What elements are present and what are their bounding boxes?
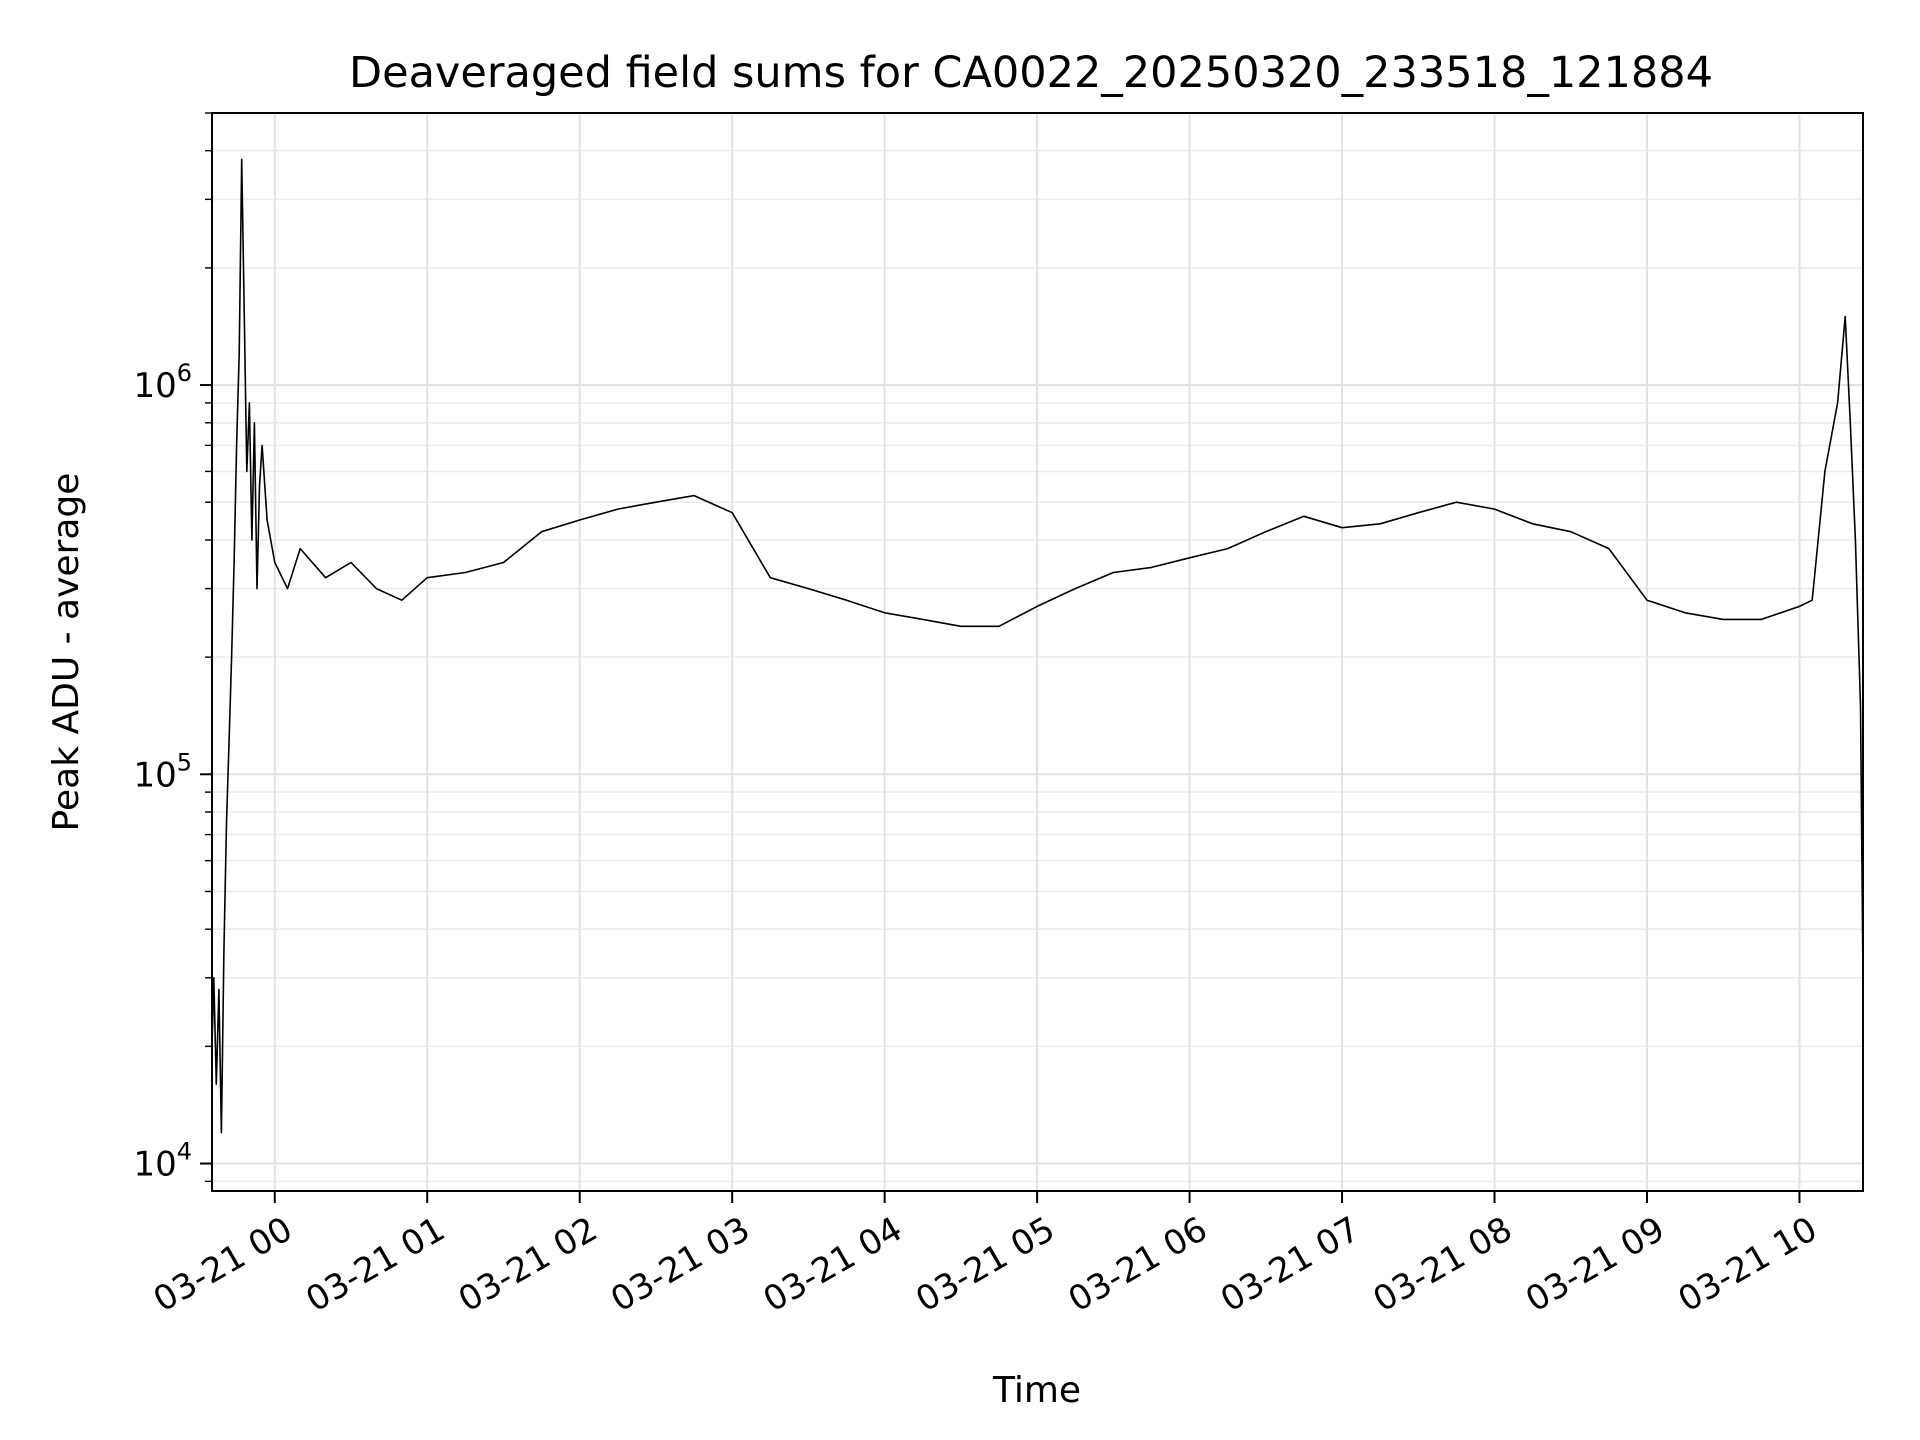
x-tick-label: 03-21 04 (757, 1209, 909, 1320)
y-tick-label: 104 (133, 1138, 192, 1185)
x-tick-label: 03-21 03 (604, 1209, 756, 1320)
x-axis: 03-21 00 03-21 01 03-21 02 03-21 03 03-21 04… (147, 1191, 1824, 1320)
x-tick-label: 03-21 09 (1519, 1209, 1671, 1320)
series-layer (211, 158, 1864, 1134)
x-tick-label: 03-21 06 (1062, 1209, 1214, 1320)
series-line (211, 158, 1864, 1134)
y-axis: 104 105 106 (133, 112, 212, 1185)
y-axis-label: Peak ADU - average (46, 473, 87, 832)
gridlines (212, 112, 1863, 1191)
x-tick-label: 03-21 08 (1367, 1209, 1519, 1320)
x-tick-label: 03-21 01 (299, 1209, 451, 1320)
x-tick-label: 03-21 05 (909, 1209, 1061, 1320)
x-tick-label: 03-21 10 (1672, 1209, 1824, 1320)
x-tick-label: 03-21 07 (1214, 1209, 1366, 1320)
y-tick-label: 106 (133, 359, 192, 406)
x-axis-label: Time (992, 1370, 1081, 1411)
x-tick-label: 03-21 00 (147, 1209, 299, 1320)
x-tick-label: 03-21 02 (452, 1209, 604, 1320)
y-tick-label: 105 (133, 748, 192, 795)
chart-title: Deaveraged field sums for CA0022_2025032… (349, 48, 1713, 98)
